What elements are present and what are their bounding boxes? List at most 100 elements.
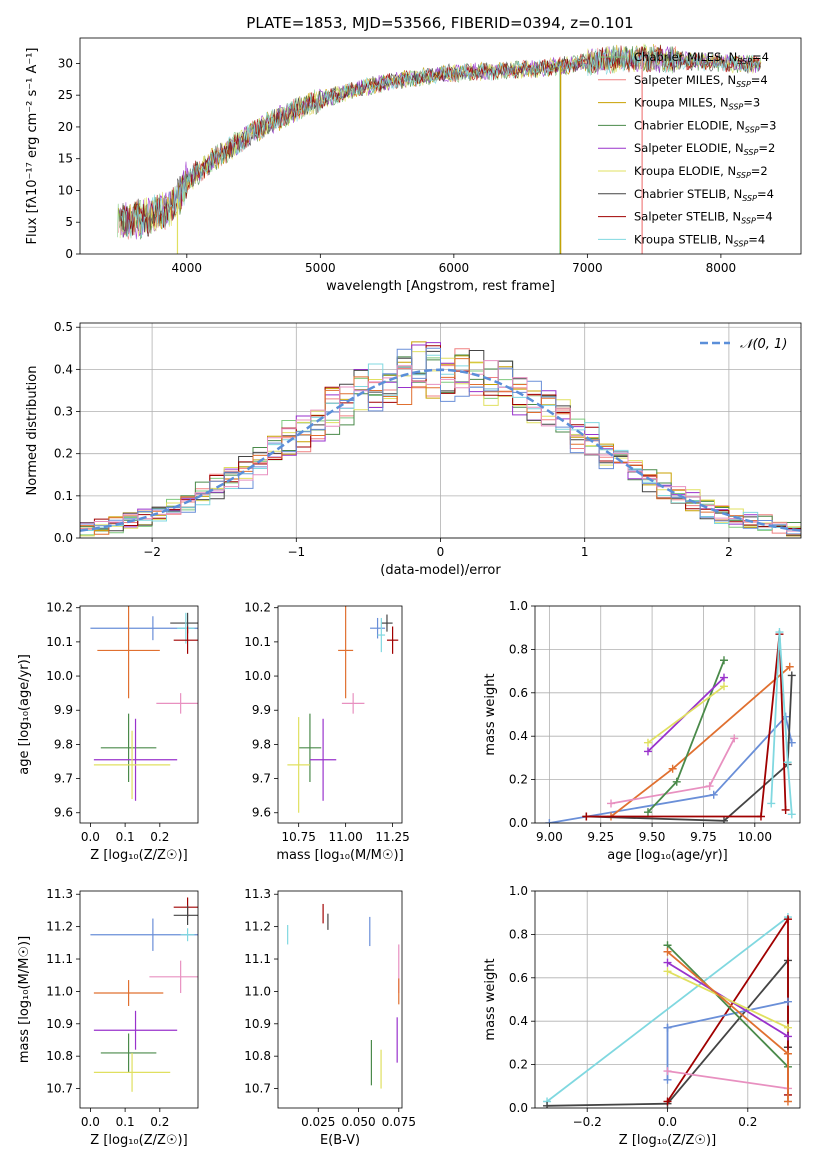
mass_vs_ebv-plot-area — [287, 903, 400, 1089]
mass-weight-marker — [643, 738, 652, 747]
residuals-y-tick-label: 0.2 — [54, 447, 73, 461]
mass-weight-marker — [719, 682, 728, 691]
age_vs_Z-y-tick-label: 10.0 — [46, 669, 73, 683]
age_vs_Z-panel: 0.0 0.1 0.2 9.6 9.7 9.8 9.9 10.0 10.1 10.2 Z [log₁… — [17, 601, 199, 863]
residuals-axes: −2 −1 0 1 2 0.0 0.1 0.2 0.3 0.4 0.5 (data-model)/er… — [25, 320, 802, 578]
mass-weight-marker — [663, 1097, 672, 1106]
mass-weight-line — [770, 631, 793, 815]
age_vs_mass-x-tick-label: 11.00 — [328, 830, 362, 844]
residuals-y-tick-label: 0.0 — [54, 531, 73, 545]
mass_vs_Z-xlabel: Z [log₁₀(Z/Z☉)] — [90, 1133, 187, 1148]
legend-subscript: SSP — [744, 148, 759, 157]
age_vs_mass-x-tick-label: 11.25 — [375, 830, 409, 844]
mass-weight-line — [546, 916, 789, 1103]
legend-suffix: =4 — [752, 50, 769, 64]
mass_weight_vs_Z-frame — [534, 890, 801, 1109]
mass_weight_vs_Z-y-tick-label: 1.0 — [509, 884, 528, 898]
mass_vs_Z-ylabel: mass [log₁₀(M/M☉)] — [17, 936, 32, 1063]
age_vs_mass-y-tick-label: 9.7 — [252, 772, 271, 786]
legend-label: Salpeter STELIB, NSSP=4 — [634, 210, 773, 226]
mass-weight-marker — [709, 790, 718, 799]
residuals-y-tick-label: 0.3 — [54, 405, 73, 419]
spectrum-x-tick-label: 8000 — [706, 261, 737, 275]
residual-histogram — [80, 360, 801, 532]
legend-label: Kroupa STELIB, NSSP=4 — [634, 232, 765, 248]
spectrum-y-tick-label: 0 — [65, 247, 73, 261]
mass-weight-marker — [783, 1049, 792, 1058]
mass_vs_ebv-x-tick-label: 0.050 — [341, 1115, 375, 1129]
age_vs_Z-y-tick-label: 9.8 — [54, 737, 73, 751]
spectrum-y-tick-label: 20 — [58, 120, 73, 134]
mass_vs_Z-x-tick-label: 0.1 — [116, 1115, 135, 1129]
spectrum-panel: 4000 5000 6000 7000 8000 0 5 10 15 20 25 30 waveleng… — [25, 37, 802, 294]
mass_vs_Z-x-tick-label: 0.0 — [81, 1115, 100, 1129]
mass-weight-marker — [783, 1097, 792, 1106]
mass_vs_Z-axes: 0.0 0.1 0.2 10.7 10.8 10.9 11.0 11.1 11.2 11.3 Z [… — [17, 887, 199, 1148]
age_vs_mass-axes: 10.75 11.00 11.25 9.6 9.7 9.8 9.9 10.0 10.1 10.2 m… — [244, 601, 410, 863]
mass_weight_vs_Z-panel: −0.2 0.0 0.2 0.0 0.2 0.4 0.6 0.8 1.0 Z [log₁₀(Z/Z… — [483, 884, 801, 1148]
mass-weight-line — [666, 1000, 789, 1080]
mass_weight_vs_Z-x-tick-label: 0.2 — [738, 1115, 757, 1129]
mass_vs_Z-y-tick-label: 10.9 — [46, 1017, 73, 1031]
mass_vs_ebv-panel: 0.025 0.050 0.075 10.7 10.8 10.9 11.0 11.1 11.2 1… — [244, 887, 416, 1148]
mass_vs_Z-y-tick-label: 11.1 — [46, 952, 73, 966]
mass_weight_vs_age-x-tick-label: 9.00 — [536, 830, 563, 844]
mass_vs_Z-y-tick-label: 10.7 — [46, 1082, 73, 1096]
mass_vs_Z-plot-area — [90, 897, 198, 1092]
mass_weight_vs_Z-x-tick-label: −0.2 — [573, 1115, 602, 1129]
residuals-y-tick-label: 0.5 — [54, 320, 73, 334]
age_vs_Z-y-tick-label: 9.9 — [54, 703, 73, 717]
legend-subscript: SSP — [736, 171, 751, 180]
residuals-x-tick-label: −1 — [287, 545, 305, 559]
mass_weight_vs_Z-y-tick-label: 0.4 — [509, 1014, 528, 1028]
legend-suffix: =4 — [748, 232, 765, 246]
mass-weight-marker — [705, 782, 714, 791]
mass_vs_Z-x-tick-label: 0.2 — [150, 1115, 169, 1129]
legend-subscript: SSP — [745, 125, 760, 134]
mass_weight_vs_Z-axes: −0.2 0.0 0.2 0.0 0.2 0.4 0.6 0.8 1.0 Z [log₁₀(Z/Z… — [483, 884, 801, 1148]
mass-weight-line — [586, 634, 787, 818]
mass_weight_vs_Z-grid — [535, 890, 800, 1109]
mass_weight_vs_Z-y-tick-label: 0.2 — [509, 1058, 528, 1072]
spectrum-line — [121, 46, 762, 238]
mass_weight_vs_age-x-tick-label: 9.25 — [587, 830, 614, 844]
mass_vs_ebv-x-tick-label: 0.075 — [382, 1115, 416, 1129]
legend-suffix: =3 — [743, 96, 760, 110]
legend-label: Chabrier MILES, NSSP=4 — [634, 50, 769, 66]
legend-suffix: =2 — [758, 141, 775, 155]
mass-weight-marker — [719, 656, 728, 665]
spectrum-frame — [79, 37, 802, 255]
mass_vs_Z-y-tick-label: 10.8 — [46, 1049, 73, 1063]
mass_weight_vs_age-xlabel: age [log₁₀(age/yr)] — [607, 848, 728, 863]
legend-subscript: SSP — [734, 239, 749, 248]
mass-weight-marker — [607, 799, 616, 808]
mass_weight_vs_Z-xlabel: Z [log₁₀(Z/Z☉)] — [619, 1133, 716, 1148]
mass_vs_Z-y-tick-label: 11.0 — [46, 984, 73, 998]
spectrum-y-tick-label: 5 — [65, 215, 73, 229]
mass-weight-marker — [643, 747, 652, 756]
mass_weight_vs_age-axes: 9.00 9.25 9.50 9.75 10.00 0.0 0.2 0.4 0.6 0.8 1.0 a… — [483, 599, 801, 863]
mass_vs_Z-y-tick-label: 11.3 — [46, 887, 73, 901]
mass_weight_vs_age-ylabel: mass weight — [483, 673, 498, 755]
age_vs_mass-y-tick-label: 10.1 — [244, 635, 271, 649]
mass-weight-line — [586, 675, 793, 822]
mass_vs_ebv-y-tick-label: 11.3 — [244, 887, 271, 901]
mass-weight-marker — [663, 958, 672, 967]
mass_vs_Z-frame — [79, 890, 199, 1109]
spectrum-y-tick-label: 25 — [58, 88, 73, 102]
age_vs_mass-y-tick-label: 10.0 — [244, 669, 271, 683]
spectrum-y-tick-label: 15 — [58, 152, 73, 166]
mass-weight-line — [667, 1070, 789, 1090]
mass_weight_vs_Z-y-tick-label: 0.6 — [509, 971, 528, 985]
legend-subscript: SSP — [736, 80, 751, 89]
age_vs_Z-x-tick-label: 0.0 — [81, 830, 100, 844]
residuals-panel: −2 −1 0 1 2 0.0 0.1 0.2 0.3 0.4 0.5 (data-model)/er… — [25, 320, 802, 578]
spectrum-legend: Chabrier MILES, NSSP=4 Salpeter MILES, NS… — [598, 50, 776, 248]
spectrum-plot-area — [117, 43, 762, 254]
mass-weight-marker — [672, 777, 681, 786]
legend-suffix: =2 — [751, 164, 768, 178]
mass-weight-marker — [785, 662, 794, 671]
age_vs_Z-y-tick-label: 9.7 — [54, 772, 73, 786]
mass_vs_ebv-y-tick-label: 10.8 — [244, 1049, 271, 1063]
